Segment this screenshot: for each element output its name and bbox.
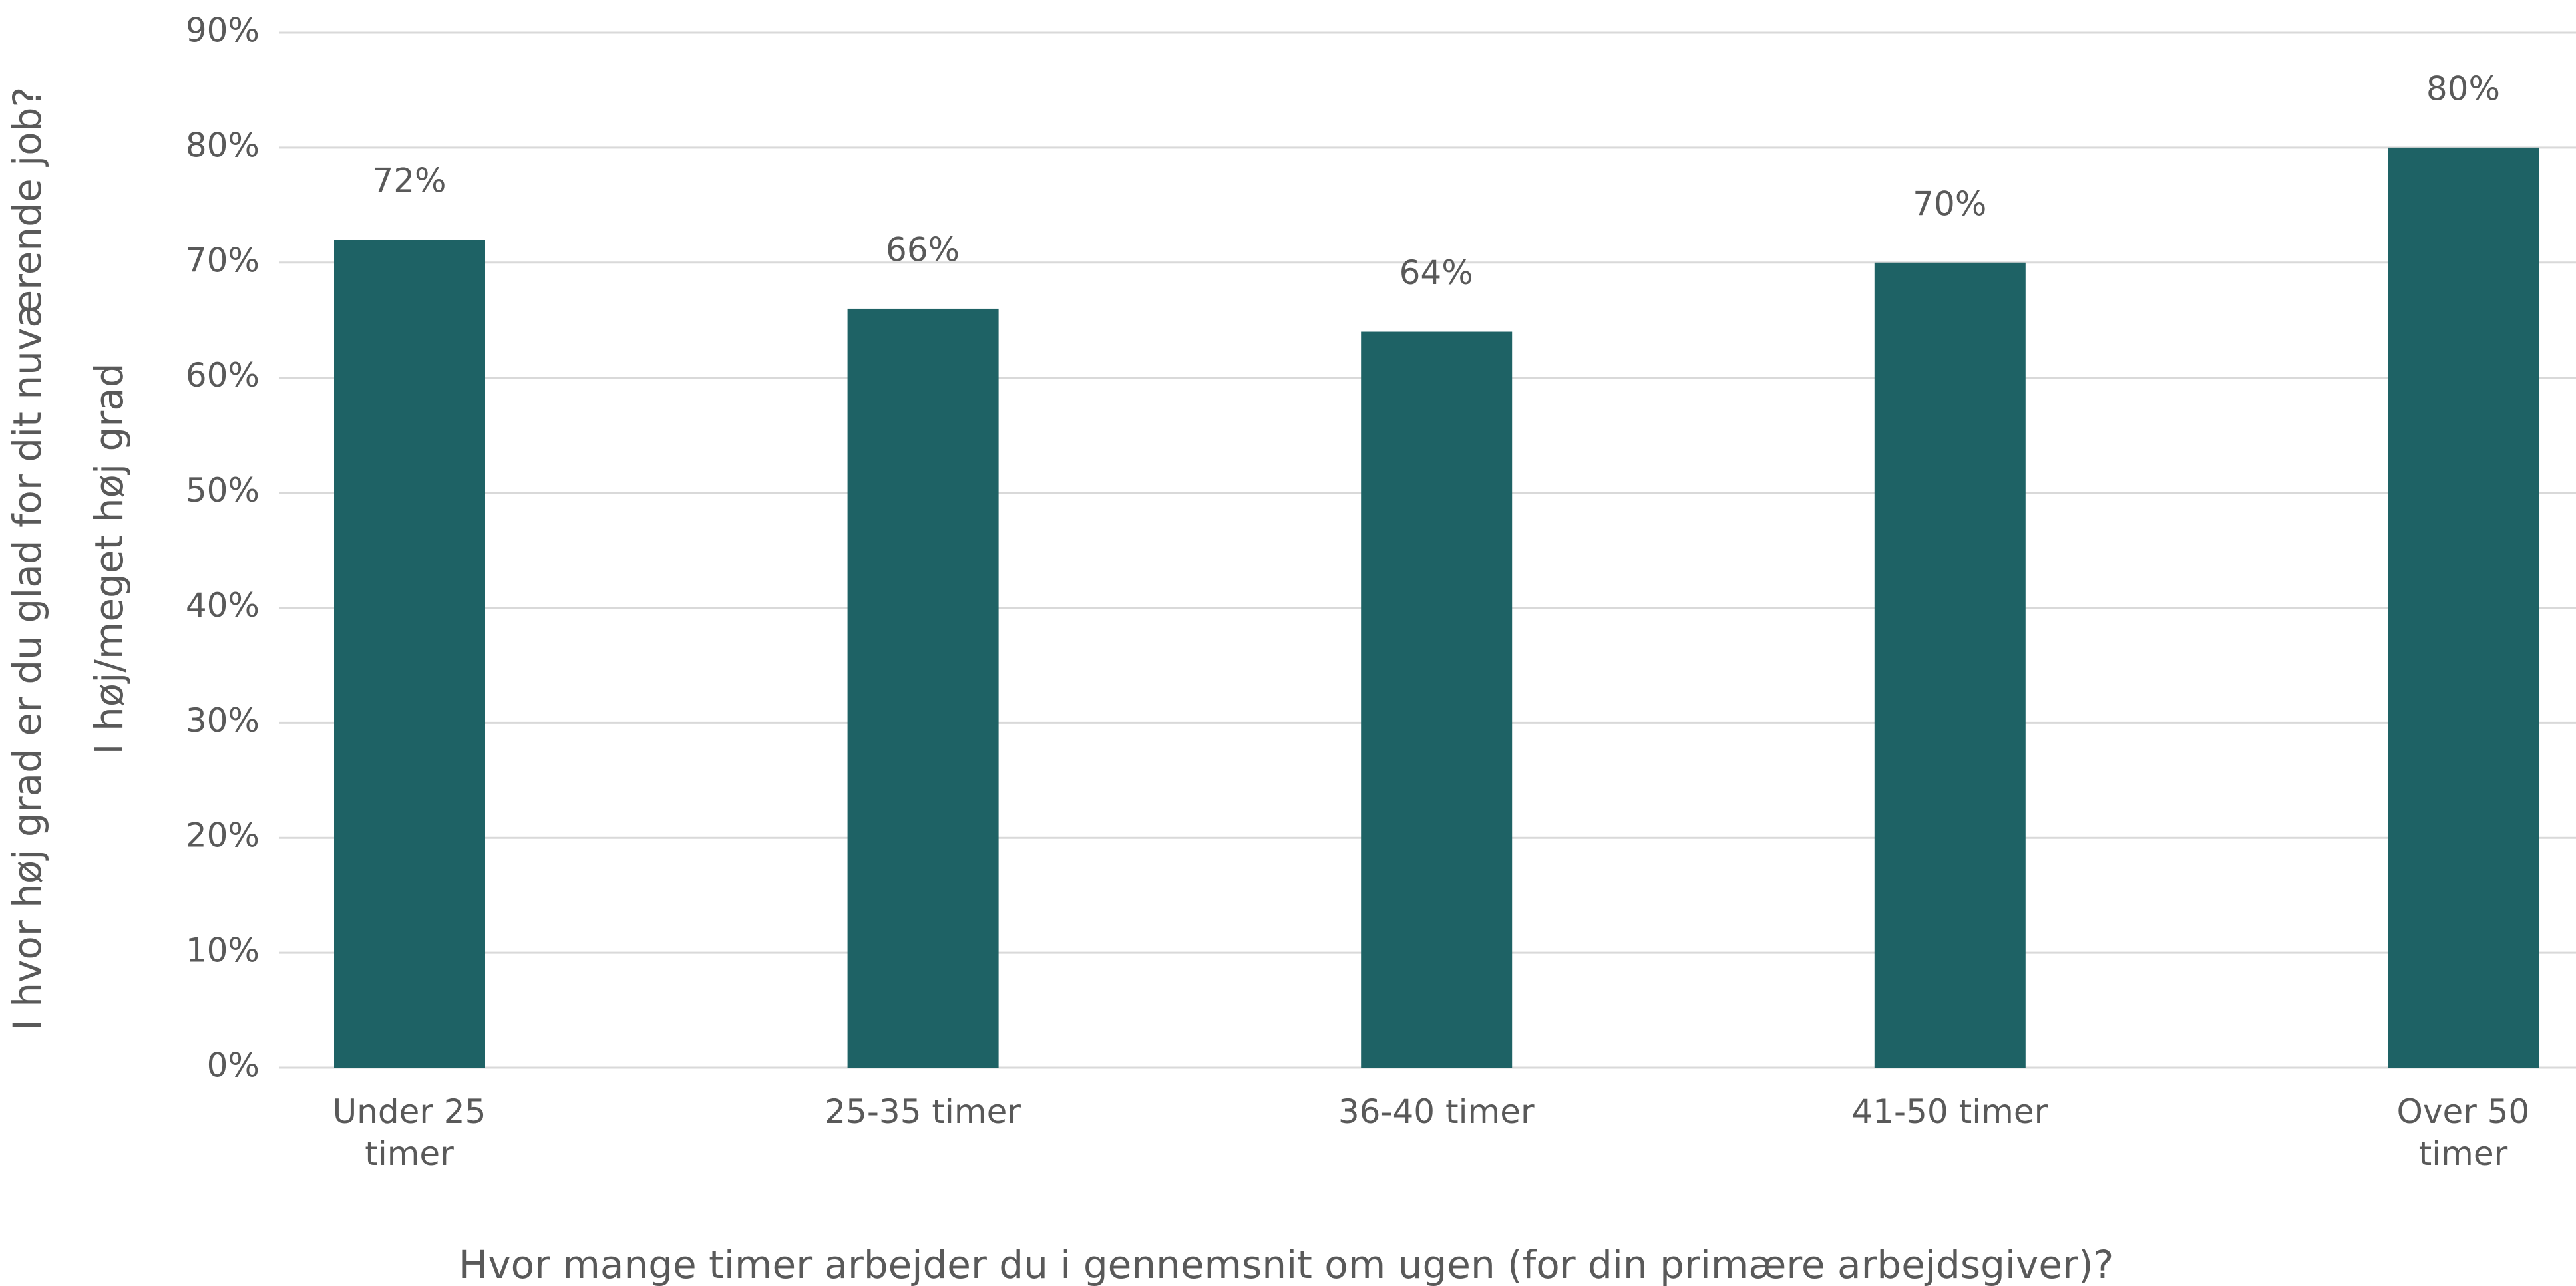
x-axis-label: Hvor mange timer arbejder du i gennemsni… bbox=[459, 1242, 2114, 1286]
x-tick-label: Over 50 timer bbox=[2396, 1092, 2530, 1173]
y-axis-label: I hvor høj grad er du glad for dit nuvær… bbox=[5, 87, 50, 1031]
data-label: 72% bbox=[372, 162, 446, 200]
y-axis-label: I høj/meget høj grad bbox=[87, 363, 132, 754]
y-tick-label: 10% bbox=[186, 931, 260, 970]
x-tick-label: 25-35 timer bbox=[825, 1092, 1021, 1131]
y-tick-label: 0% bbox=[207, 1046, 260, 1085]
bar bbox=[2388, 147, 2539, 1068]
y-tick-label: 20% bbox=[186, 816, 260, 855]
y-tick-label: 50% bbox=[186, 471, 260, 510]
data-label: 80% bbox=[2426, 69, 2500, 108]
x-tick-label: 36-40 timer bbox=[1338, 1092, 1535, 1131]
x-tick-text: 25-35 timer bbox=[825, 1092, 1021, 1131]
y-tick-label: 60% bbox=[186, 356, 260, 395]
y-tick-label: 40% bbox=[186, 586, 260, 625]
bar bbox=[847, 308, 999, 1068]
x-tick-text: Over 50 timer bbox=[2396, 1092, 2530, 1173]
x-tick-text: 36-40 timer bbox=[1338, 1092, 1535, 1131]
x-tick-text: 41-50 timer bbox=[1851, 1092, 2048, 1131]
bar bbox=[334, 240, 485, 1068]
y-tick-label: 70% bbox=[186, 241, 260, 279]
y-tick-label: 80% bbox=[186, 126, 260, 164]
y-tick-label: 90% bbox=[186, 11, 260, 50]
x-tick-text: Under 25 timer bbox=[332, 1092, 486, 1173]
data-label: 64% bbox=[1399, 253, 1473, 292]
y-tick-label: 30% bbox=[186, 701, 260, 740]
bar bbox=[1874, 262, 2026, 1068]
x-tick-label: 41-50 timer bbox=[1851, 1092, 2048, 1131]
bar bbox=[1361, 331, 1513, 1068]
x-tick-label: Under 25 timer bbox=[332, 1092, 486, 1173]
data-label: 66% bbox=[886, 230, 960, 269]
data-label: 70% bbox=[1913, 184, 1986, 223]
